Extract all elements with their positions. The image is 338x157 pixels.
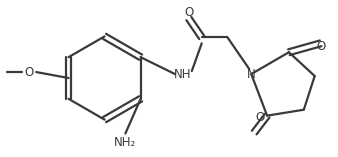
Text: O: O <box>256 111 265 124</box>
Text: N: N <box>247 68 256 81</box>
Text: NH: NH <box>174 68 192 81</box>
Text: O: O <box>184 6 193 19</box>
Text: NH₂: NH₂ <box>114 136 137 149</box>
Text: O: O <box>25 66 34 78</box>
Text: O: O <box>316 40 325 53</box>
